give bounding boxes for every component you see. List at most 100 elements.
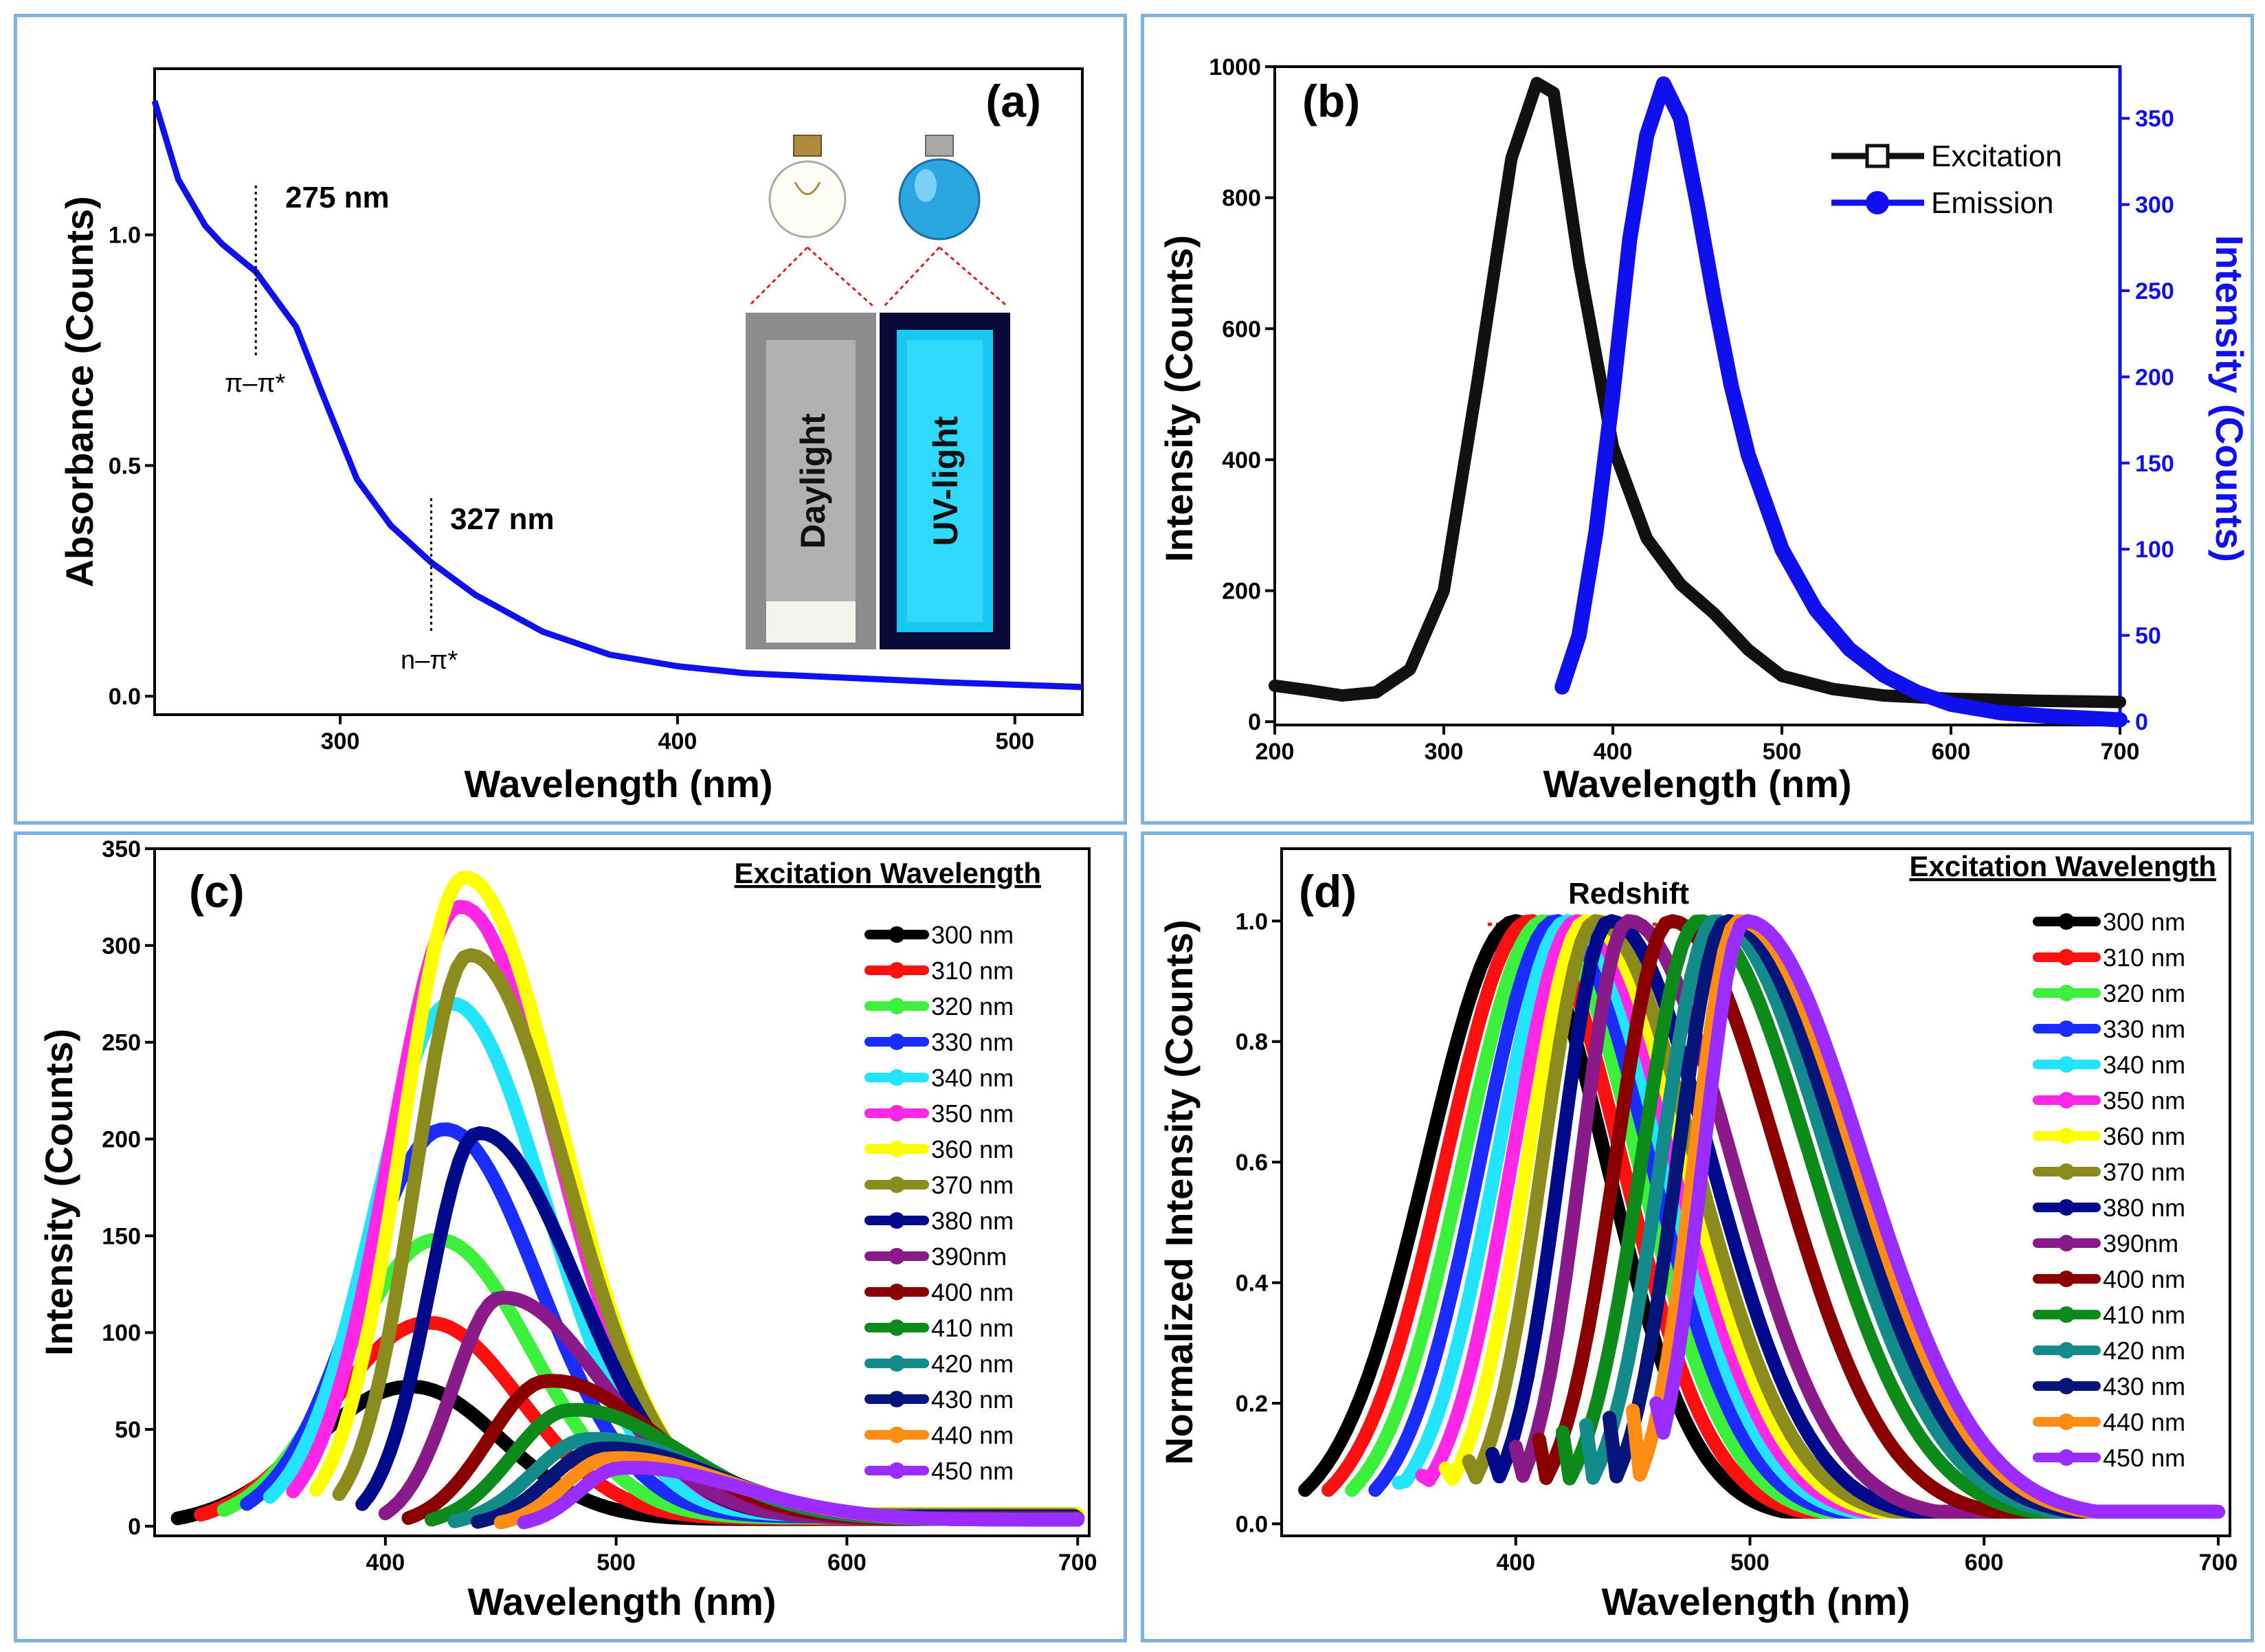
- y-tick-label: 250: [102, 1030, 141, 1056]
- chart-c-legend-title: Excitation Wavelength: [734, 857, 1041, 889]
- legend-label: 450 nm: [2103, 1444, 2185, 1472]
- y-tick-label: 0: [128, 1514, 141, 1540]
- chart-c-svg: (c) Wavelength (nm) Intensity (Counts) E…: [37, 836, 1097, 1623]
- legend-label: 390nm: [2103, 1229, 2178, 1258]
- legend-marker: [889, 1427, 905, 1443]
- y-tick-label: 1000: [1209, 54, 1261, 80]
- legend-marker: [2058, 1163, 2075, 1180]
- legend-label: 350 nm: [931, 1100, 1014, 1128]
- legend-marker: [889, 1176, 905, 1193]
- legend-label: 330 nm: [2103, 1015, 2185, 1043]
- legend-label: 390nm: [931, 1242, 1007, 1271]
- x-tick-label: 600: [827, 1550, 867, 1576]
- y-tick-label: 1.0: [109, 223, 141, 249]
- legend-label: 380 nm: [931, 1207, 1014, 1235]
- chart-d-panel-label: (d): [1299, 866, 1357, 917]
- panel-c: (c) Wavelength (nm) Intensity (Counts) E…: [14, 831, 1127, 1642]
- anno-pipi-label: π–π*: [225, 369, 286, 398]
- legend-label: 360 nm: [2103, 1122, 2185, 1150]
- legend-label: 450 nm: [931, 1457, 1014, 1485]
- y-right-tick-label: 300: [2135, 192, 2174, 219]
- legend-marker: [2058, 1020, 2075, 1037]
- chart-d-ylabel: Normalized Intensity (Counts): [1157, 919, 1201, 1464]
- chart-c-lines: [170, 871, 1085, 1530]
- x-tick-label: 400: [1594, 739, 1633, 765]
- legend-label: 350 nm: [2103, 1086, 2185, 1115]
- inset-photo: Daylight UV-light: [746, 135, 1010, 649]
- legend-label: 360 nm: [931, 1135, 1014, 1163]
- legend-marker: [2058, 1199, 2075, 1216]
- panel-b: (b) Wavelength (nm) Intensity (Counts) I…: [1141, 14, 2254, 825]
- y-tick-label: 800: [1222, 186, 1261, 212]
- absorbance-line: [151, 100, 1083, 691]
- chart-c-xlabel: Wavelength (nm): [467, 1580, 776, 1623]
- chart-c-ylabel: Intensity (Counts): [37, 1029, 80, 1356]
- y-right-tick-label: 50: [2135, 623, 2161, 649]
- legend-label: 340 nm: [931, 1064, 1014, 1092]
- legend-label: 430 nm: [2103, 1372, 2185, 1400]
- legend-marker: [889, 1248, 905, 1264]
- chart-b-ylabel-right: Intensity (Counts): [2208, 235, 2251, 562]
- legend-marker: [2058, 1128, 2075, 1144]
- chart-b-xlabel: Wavelength (nm): [1543, 762, 1851, 805]
- legend-marker: [889, 1391, 905, 1407]
- legend-marker: [889, 998, 905, 1014]
- y-tick-label: 300: [102, 933, 141, 959]
- y-tick-label: 0.8: [1236, 1029, 1268, 1056]
- y-tick-label: 0.2: [1236, 1391, 1268, 1417]
- chart-a-ticks: 300 400 500 0.0 0.5 1.0: [109, 223, 1034, 755]
- chart-d-legend: 300 nm 310 nm 320 nm 330 nm 340 nm 350 nm 360 …: [2033, 908, 2185, 1472]
- bulb-clear-icon: [768, 135, 847, 238]
- series-excitation-line: [1269, 76, 2126, 708]
- chart-d-legend-title: Excitation Wavelength: [1909, 850, 2216, 882]
- chart-b-legend: Excitation Emission: [1831, 139, 2062, 220]
- chart-c-legend: 300 nm 310 nm 320 nm 330 nm 340 nm 350 nm 360 …: [864, 921, 1014, 1485]
- legend-marker: [2058, 1056, 2075, 1073]
- y-right-tick-label: 350: [2135, 106, 2174, 132]
- chart-d-lines: [1298, 914, 2225, 1519]
- chart-a-svg: (a) Wavelength (nm) Absorbance (Counts) …: [58, 67, 1084, 805]
- x-tick-label: 400: [366, 1550, 405, 1576]
- y-tick-label: 0.0: [1236, 1511, 1268, 1537]
- legend-marker: [2058, 1092, 2075, 1108]
- chart-d-frame: [1280, 847, 2231, 1537]
- legend-marker: [889, 926, 905, 943]
- series-line: [517, 1460, 1085, 1530]
- legend-marker: [889, 1141, 905, 1157]
- legend-label: 440 nm: [931, 1421, 1014, 1449]
- legend-marker: [2058, 1235, 2075, 1251]
- y-right-tick-label: 150: [2135, 451, 2174, 477]
- legend-label: 430 nm: [931, 1385, 1014, 1414]
- daylight-label: Daylight: [794, 413, 832, 549]
- legend-label: 440 nm: [2103, 1408, 2185, 1436]
- y-tick-label: 200: [1222, 579, 1261, 605]
- x-tick-label: 500: [1730, 1550, 1770, 1576]
- y-right-tick-label: 250: [2135, 278, 2174, 304]
- x-tick-label: 700: [1058, 1550, 1097, 1576]
- chart-a-xlabel: Wavelength (nm): [464, 762, 772, 805]
- chart-b-svg: (b) Wavelength (nm) Intensity (Counts) I…: [1157, 54, 2251, 805]
- legend-label: 400 nm: [2103, 1265, 2185, 1293]
- y-tick-label: 200: [102, 1127, 141, 1153]
- chart-c-frame: [153, 847, 1091, 1537]
- y-tick-label: 0.6: [1236, 1150, 1268, 1176]
- legend-marker: [2058, 949, 2075, 965]
- legend-label: 420 nm: [2103, 1337, 2185, 1365]
- anno-327-label: 327 nm: [450, 502, 555, 536]
- chart-b-ylabel: Intensity (Counts): [1157, 235, 1201, 562]
- chart-c-panel-label: (c): [189, 866, 245, 917]
- x-tick-label: 200: [1256, 739, 1295, 765]
- chart-d-ticks: 400 500 600 700 0.0 0.2 0.4 0.6 0.8 1.0: [1236, 908, 2238, 1576]
- anno-275-label: 275 nm: [285, 181, 390, 214]
- legend-marker: [889, 1284, 905, 1300]
- y-tick-label: 1.0: [1236, 908, 1268, 935]
- legend-marker: [2058, 1306, 2075, 1323]
- x-tick-label: 300: [321, 728, 360, 755]
- y-tick-label: 150: [102, 1223, 141, 1249]
- legend-label: 410 nm: [931, 1314, 1014, 1342]
- x-tick-label: 500: [1763, 739, 1802, 765]
- legend-label: 400 nm: [931, 1278, 1014, 1306]
- x-tick-label: 600: [1965, 1550, 2004, 1576]
- y-tick-label: 50: [115, 1417, 141, 1443]
- series-line: [1649, 914, 2225, 1519]
